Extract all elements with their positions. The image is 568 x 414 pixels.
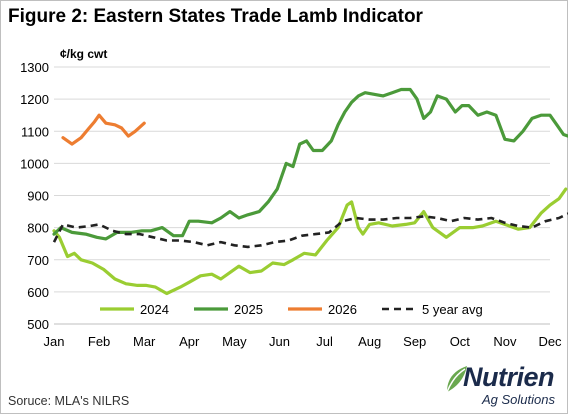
logo-wordmark: Nutrien [463, 362, 555, 392]
source-note: Soruce: MLA's NILRS [8, 394, 130, 408]
series-lines [52, 87, 568, 296]
series-line-2025 [52, 87, 568, 241]
legend: 2024 2025 2026 5 year avg [100, 302, 483, 317]
legend-label: 2025 [234, 302, 263, 317]
x-tick-label: Nov [493, 334, 517, 349]
y-tick-label: 1200 [20, 92, 49, 107]
chart-title: Figure 2: Eastern States Trade Lamb Indi… [8, 6, 423, 27]
series-line-5-year-avg [52, 212, 568, 249]
leaf-logo-icon [446, 366, 467, 393]
y-tick-label: 500 [27, 317, 49, 332]
y-tick-label: 1300 [20, 60, 49, 75]
x-tick-label: Oct [450, 334, 471, 349]
x-tick-label: Dec [538, 334, 562, 349]
x-tick-label: Sep [403, 334, 426, 349]
y-axis-unit-label: ¢/kg cwt [60, 47, 108, 61]
y-tick-label: 600 [27, 285, 49, 300]
x-tick-label: Mar [133, 334, 156, 349]
x-tick-label: Jan [44, 334, 65, 349]
x-tick-label: May [222, 334, 247, 349]
y-tick-label: 1000 [20, 156, 49, 171]
x-tick-label: Apr [179, 334, 200, 349]
series-line-2024 [52, 187, 568, 296]
x-tick-label: Aug [358, 334, 381, 349]
legend-label: 2024 [140, 302, 169, 317]
axes: 500 600 700 800 900 1000 1100 1200 1300 Jan Feb Mar… [20, 60, 562, 349]
y-tick-label: 1100 [21, 124, 49, 139]
legend-label: 2026 [328, 302, 357, 317]
y-tick-label: 700 [27, 253, 49, 268]
legend-label: 5 year avg [422, 302, 483, 317]
y-tick-label: 800 [27, 221, 49, 236]
series-line-2026 [61, 113, 146, 146]
x-tick-label: Feb [88, 334, 110, 349]
x-tick-label: Jul [316, 334, 333, 349]
x-tick-label: Jun [269, 334, 290, 349]
y-tick-label: 900 [27, 189, 49, 204]
logo-tagline: Ag Solutions [482, 392, 555, 407]
nutrien-logo: Nutrien Ag Solutions [443, 362, 561, 410]
gridlines [54, 66, 550, 293]
